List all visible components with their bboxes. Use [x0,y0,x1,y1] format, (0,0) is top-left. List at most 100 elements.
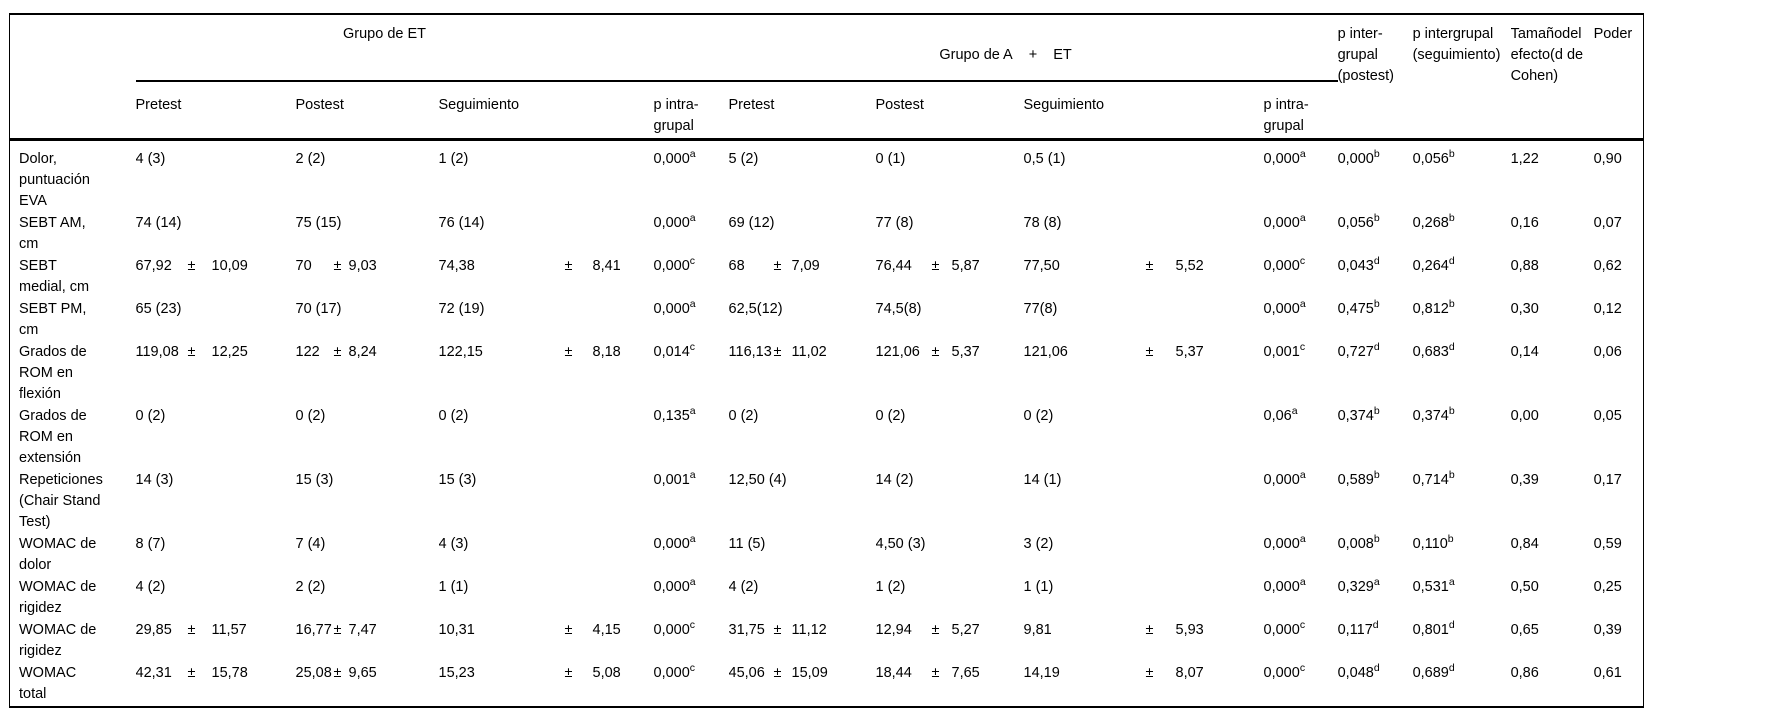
significance-superscript: d [1448,341,1455,353]
data-cell: 18,44 ±7,65 [876,663,1024,707]
mean-sd-value: 77,50 ±5,52 [1024,256,1204,277]
significance-superscript: d [1448,255,1455,267]
data-cell: 0,05 [1593,407,1622,424]
data-cell: 4 (2) [135,578,166,595]
data-cell: 68 ±7,09 [729,256,876,299]
mean-sd-value: 25,08 ±9,65 [296,663,377,684]
group-header-row: Grupo de ET Grupo de A + ET p inter- gru… [9,14,1644,141]
data-cell: 67,92 ±10,09 [136,256,296,299]
data-cell: 14 (1) [1023,471,1062,488]
table-row: Grados de ROM en extensión 0 (2) 0 (2) 0 (2… [10,406,1644,470]
col-header-seguimiento-et: Seguimiento [438,81,654,141]
plus-minus-sign: ± [333,257,342,274]
data-cell: 0,683d [1412,341,1455,360]
data-cell: 0,689d [1412,662,1455,681]
data-cell: 0,043d [1337,255,1380,274]
plus-minus-sign: ± [773,343,782,360]
data-cell: 0,84 [1510,535,1539,552]
data-cell: 0 (2) [135,407,166,424]
significance-superscript: a [1299,576,1306,588]
data-cell: 0,30 [1510,300,1539,317]
significance-superscript: c [1299,341,1306,353]
plus-minus-sign: ± [1145,257,1154,274]
significance-superscript: c [1299,619,1306,631]
data-cell: 0,014c [653,341,696,360]
row-label: Grados de ROM en flexión [19,343,87,402]
plus-minus-sign: ± [333,343,342,360]
data-cell: 14 (2) [875,471,914,488]
data-cell: 0 (2) [438,407,469,424]
mean-sd-value: 116,13 ±11,02 [729,342,827,363]
significance-superscript: a [1299,469,1306,481]
table-row: WOMAC de rigidez 29,85 ±11,57 16,77 ±7,47 10,… [10,620,1644,663]
col-header-poder: Poder [1593,14,1644,141]
data-cell: 0,264d [1412,255,1455,274]
significance-superscript: c [689,255,696,267]
data-cell: 0,374b [1337,405,1380,424]
data-cell: 12,50 (4) [728,471,787,488]
data-cell: 0 (2) [728,407,759,424]
mean-sd-value: 18,44 ±7,65 [876,663,980,684]
data-cell: 1 (2) [875,578,906,595]
significance-superscript: d [1373,662,1380,674]
data-cell: 0,056b [1337,212,1380,231]
significance-superscript: b [1373,469,1380,481]
data-cell: 77,50 ±5,52 [1024,256,1264,299]
data-cell: 0,268b [1412,212,1455,231]
data-cell: 76,44 ±5,87 [876,256,1024,299]
data-cell: 12,94 ±5,27 [876,620,1024,663]
data-cell: 29,85 ±11,57 [136,620,296,663]
data-cell: 0,000c [1263,619,1306,638]
group-header-a-et-label: Grupo de A + ET [939,45,1071,66]
row-label: WOMAC de rigidez [19,578,97,616]
data-cell: 0,117d [1337,619,1379,638]
plus-minus-sign: ± [564,257,573,274]
data-cell: 0,000a [1263,576,1306,595]
row-label: Repeticiones (Chair Stand Test) [19,471,103,530]
data-cell: 0,000a [1263,469,1306,488]
data-cell: 4,50 (3) [875,535,926,552]
data-cell: 0,000a [1263,147,1306,167]
data-cell: 72 (19) [438,300,485,317]
significance-superscript: b [1448,469,1455,481]
significance-superscript: a [1373,576,1380,588]
data-cell: 0,000a [653,298,696,317]
data-cell: 4 (2) [728,578,759,595]
significance-superscript: a [1299,147,1306,160]
data-cell: 0,000a [1263,212,1306,231]
data-cell: 76 (14) [438,214,485,231]
mean-sd-value: 16,77 ±7,47 [296,620,377,641]
data-cell: 69 (12) [728,214,775,231]
data-cell: 116,13 ±11,02 [729,342,876,406]
col-header-p-intragroup-a-et: p intra- grupal [1263,81,1338,141]
group-header-et-label: Grupo de ET [343,26,427,42]
data-cell: 0,88 [1510,257,1539,274]
significance-superscript: d [1448,619,1455,631]
data-cell: 0,5 (1) [1023,150,1066,167]
mean-sd-value: 119,08 ±12,25 [136,342,248,363]
data-cell: 0,39 [1510,471,1539,488]
plus-minus-sign: ± [931,257,940,274]
row-label: Grados de ROM en extensión [19,407,87,466]
significance-superscript: a [1299,533,1306,545]
data-cell: 122,15 ±8,18 [439,342,654,406]
data-cell: 1,22 [1510,150,1539,167]
data-cell: 11 (5) [728,535,766,552]
row-label: WOMAC total [19,664,77,702]
data-cell: 0,374b [1412,405,1455,424]
significance-superscript: a [1299,212,1306,224]
data-cell: 14 (3) [135,471,174,488]
significance-superscript: d [1373,341,1380,353]
table-row: WOMAC de dolor 8 (7) 7 (4) 4 (3) 0,000a 11 (5… [10,534,1644,577]
data-cell: 0,39 [1593,621,1622,638]
row-label: Dolor, puntuación EVA [19,150,90,209]
col-header-p-intergroup-seguimiento: p intergrupal (seguimiento) [1412,14,1511,141]
col-header-seguimiento-a-et: Seguimiento [1023,81,1264,141]
table-row: SEBT PM, cm 65 (23) 70 (17) 72 (19) 0,000a 62… [10,299,1644,342]
mean-sd-value: 76,44 ±5,87 [876,256,980,277]
data-cell: 74,38 ±8,41 [439,256,654,299]
plus-minus-sign: ± [931,664,940,681]
data-cell: 0,001c [1263,341,1306,360]
data-cell: 0 (2) [875,407,906,424]
